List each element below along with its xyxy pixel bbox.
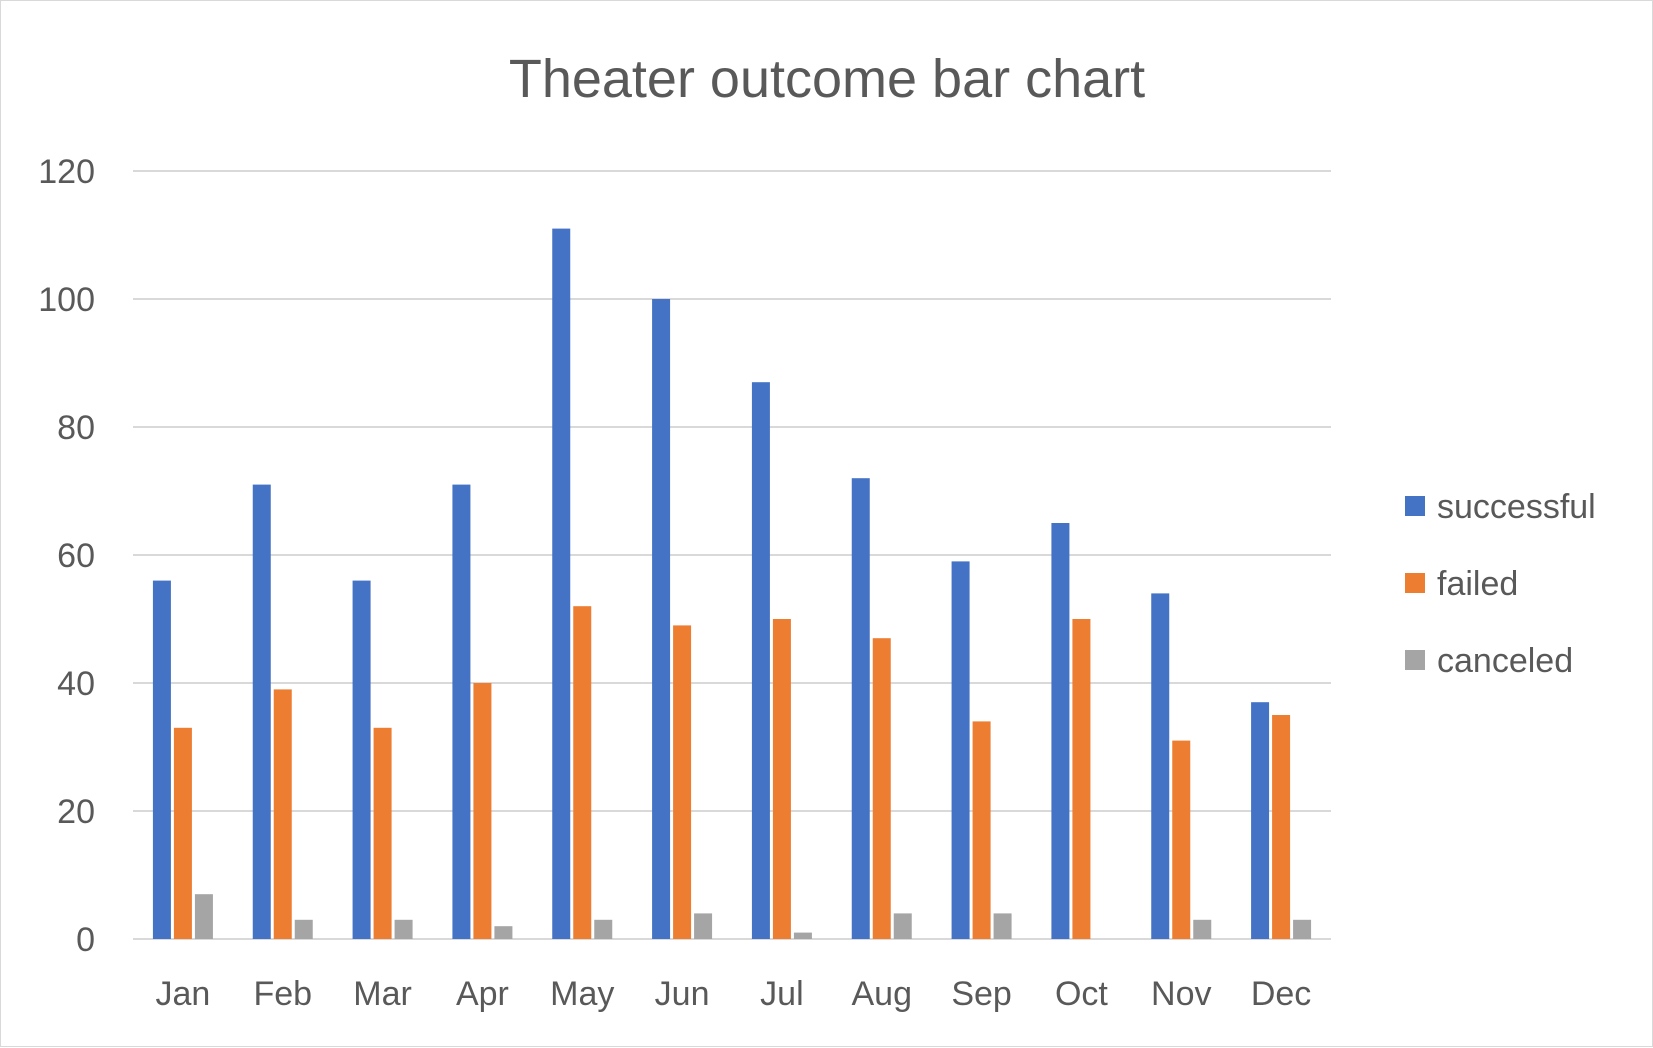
bar-successful-jul bbox=[751, 382, 770, 939]
x-tick-label-sep: Sep bbox=[951, 975, 1012, 1013]
y-axis-tick-labels: 0 20 40 60 80 100 120 bbox=[38, 153, 95, 959]
x-tick-label-apr: Apr bbox=[456, 975, 509, 1013]
bar-successful-mar bbox=[352, 580, 371, 939]
legend-swatch-failed bbox=[1405, 573, 1425, 593]
bar-canceled-jun bbox=[694, 913, 713, 939]
y-tick-label: 0 bbox=[76, 921, 95, 959]
bar-canceled-sep bbox=[993, 913, 1012, 939]
bar-successful-aug bbox=[851, 478, 870, 939]
x-tick-label-feb: Feb bbox=[253, 975, 312, 1013]
y-tick-label: 40 bbox=[57, 665, 95, 703]
bar-successful-jan bbox=[152, 580, 171, 939]
bars bbox=[152, 228, 1312, 940]
x-tick-label-nov: Nov bbox=[1151, 975, 1211, 1013]
bar-canceled-aug bbox=[893, 913, 912, 939]
bar-successful-may bbox=[552, 228, 571, 940]
bar-failed-feb bbox=[273, 689, 292, 939]
bar-successful-dec bbox=[1251, 702, 1270, 939]
bar-failed-dec bbox=[1272, 715, 1291, 939]
x-tick-label-aug: Aug bbox=[852, 975, 913, 1013]
y-tick-label: 100 bbox=[38, 281, 95, 319]
bar-successful-jun bbox=[652, 299, 671, 939]
legend-label-failed: failed bbox=[1437, 565, 1518, 603]
x-tick-label-mar: Mar bbox=[353, 975, 412, 1013]
bar-canceled-apr bbox=[494, 926, 513, 939]
bar-canceled-nov bbox=[1193, 919, 1212, 939]
x-axis-tick-labels: Jan Feb Mar Apr May Jun Jul Aug Sep Oct Nov Dec bbox=[156, 975, 1312, 1013]
bar-failed-oct bbox=[1072, 619, 1091, 939]
legend: successful failed canceled bbox=[1405, 488, 1596, 680]
chart-title: Theater outcome bar chart bbox=[509, 49, 1145, 109]
bar-canceled-dec bbox=[1293, 919, 1312, 939]
y-tick-label: 120 bbox=[38, 153, 95, 191]
legend-swatch-canceled bbox=[1405, 650, 1425, 670]
bar-failed-aug bbox=[872, 638, 891, 939]
bar-successful-apr bbox=[452, 484, 471, 939]
bar-failed-jan bbox=[173, 727, 192, 939]
x-tick-label-jan: Jan bbox=[156, 975, 211, 1013]
bar-failed-sep bbox=[972, 721, 991, 939]
bar-canceled-may bbox=[594, 919, 613, 939]
bar-canceled-feb bbox=[294, 919, 313, 939]
x-tick-label-may: May bbox=[550, 975, 614, 1013]
bar-failed-nov bbox=[1172, 740, 1191, 939]
gridlines bbox=[133, 170, 1331, 940]
legend-label-successful: successful bbox=[1437, 488, 1596, 526]
bar-failed-may bbox=[573, 606, 592, 939]
bar-failed-mar bbox=[373, 727, 392, 939]
x-tick-label-dec: Dec bbox=[1251, 975, 1311, 1013]
y-tick-label: 80 bbox=[57, 409, 95, 447]
x-tick-label-jun: Jun bbox=[655, 975, 710, 1013]
legend-label-canceled: canceled bbox=[1437, 642, 1573, 680]
legend-swatch-successful bbox=[1405, 496, 1425, 516]
bar-failed-jul bbox=[772, 619, 791, 939]
bar-canceled-mar bbox=[394, 919, 413, 939]
bar-successful-feb bbox=[252, 484, 271, 939]
bar-canceled-jul bbox=[793, 932, 812, 939]
x-tick-label-oct: Oct bbox=[1055, 975, 1108, 1013]
bar-failed-apr bbox=[473, 683, 492, 939]
y-tick-label: 60 bbox=[57, 537, 95, 575]
y-tick-label: 20 bbox=[57, 793, 95, 831]
x-tick-label-jul: Jul bbox=[760, 975, 803, 1013]
bar-failed-jun bbox=[673, 625, 692, 939]
bar-canceled-jan bbox=[194, 894, 213, 939]
bar-successful-nov bbox=[1151, 593, 1170, 939]
bar-successful-sep bbox=[951, 561, 970, 939]
bar-successful-oct bbox=[1051, 523, 1070, 939]
